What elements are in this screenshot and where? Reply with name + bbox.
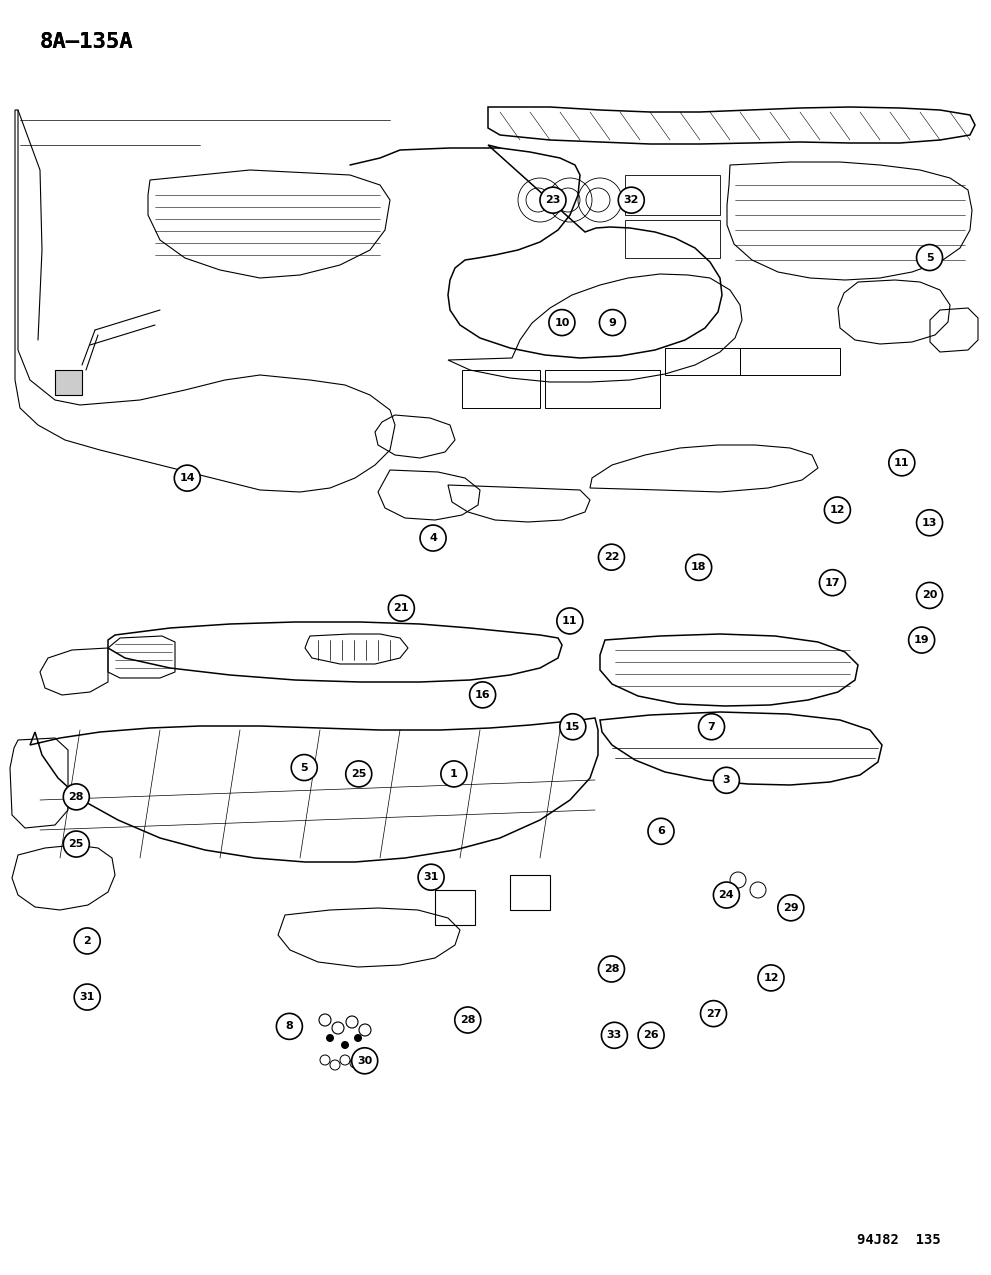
Circle shape bbox=[638, 1023, 664, 1048]
Circle shape bbox=[557, 608, 583, 634]
Text: 28: 28 bbox=[68, 792, 84, 802]
Circle shape bbox=[354, 1034, 362, 1042]
Text: 94J82  135: 94J82 135 bbox=[857, 1233, 941, 1247]
Circle shape bbox=[74, 928, 100, 954]
Text: 11: 11 bbox=[894, 458, 910, 468]
Circle shape bbox=[602, 1023, 627, 1048]
Circle shape bbox=[825, 497, 850, 523]
Circle shape bbox=[174, 465, 200, 491]
Text: 2: 2 bbox=[83, 936, 91, 946]
Text: 7: 7 bbox=[708, 722, 716, 732]
Text: 32: 32 bbox=[623, 195, 639, 205]
Text: 18: 18 bbox=[691, 562, 707, 572]
Text: 25: 25 bbox=[351, 769, 367, 779]
Text: 30: 30 bbox=[357, 1056, 373, 1066]
Text: 20: 20 bbox=[922, 590, 937, 601]
Circle shape bbox=[909, 627, 935, 653]
Text: 15: 15 bbox=[565, 722, 581, 732]
Circle shape bbox=[648, 819, 674, 844]
Circle shape bbox=[917, 583, 942, 608]
Text: 29: 29 bbox=[783, 903, 799, 913]
Circle shape bbox=[63, 784, 89, 810]
Text: 8: 8 bbox=[285, 1021, 293, 1031]
Text: 21: 21 bbox=[393, 603, 409, 613]
Circle shape bbox=[63, 831, 89, 857]
Text: 9: 9 bbox=[608, 317, 616, 328]
Circle shape bbox=[778, 895, 804, 921]
Circle shape bbox=[455, 1007, 481, 1033]
Circle shape bbox=[441, 761, 467, 787]
Circle shape bbox=[388, 595, 414, 621]
Circle shape bbox=[560, 714, 586, 740]
Text: 3: 3 bbox=[722, 775, 730, 785]
Circle shape bbox=[714, 768, 739, 793]
Circle shape bbox=[352, 1048, 378, 1074]
Circle shape bbox=[291, 755, 317, 780]
Circle shape bbox=[549, 310, 575, 335]
Text: 28: 28 bbox=[460, 1015, 476, 1025]
Text: 1: 1 bbox=[450, 769, 458, 779]
Circle shape bbox=[599, 544, 624, 570]
Circle shape bbox=[686, 555, 712, 580]
Text: 16: 16 bbox=[475, 690, 491, 700]
Text: 8A–135A: 8A–135A bbox=[40, 32, 133, 52]
Text: 19: 19 bbox=[914, 635, 930, 645]
Circle shape bbox=[758, 965, 784, 991]
Text: 25: 25 bbox=[68, 839, 84, 849]
Circle shape bbox=[470, 682, 496, 708]
Text: 12: 12 bbox=[763, 973, 779, 983]
Text: 6: 6 bbox=[657, 826, 665, 836]
Circle shape bbox=[600, 310, 625, 335]
Text: 31: 31 bbox=[423, 872, 439, 882]
Text: 23: 23 bbox=[545, 195, 561, 205]
Circle shape bbox=[420, 525, 446, 551]
Text: 22: 22 bbox=[604, 552, 619, 562]
Text: 4: 4 bbox=[429, 533, 437, 543]
Text: 10: 10 bbox=[554, 317, 570, 328]
Circle shape bbox=[326, 1034, 334, 1042]
Text: 24: 24 bbox=[718, 890, 734, 900]
Circle shape bbox=[701, 1001, 726, 1026]
Text: 12: 12 bbox=[829, 505, 845, 515]
Circle shape bbox=[74, 984, 100, 1010]
Text: 28: 28 bbox=[604, 964, 619, 974]
Circle shape bbox=[276, 1014, 302, 1039]
Text: 13: 13 bbox=[922, 518, 937, 528]
Text: 8A–135A: 8A–135A bbox=[40, 32, 133, 52]
Text: 5: 5 bbox=[300, 762, 308, 773]
Circle shape bbox=[889, 450, 915, 476]
Circle shape bbox=[699, 714, 724, 740]
Text: 33: 33 bbox=[606, 1030, 622, 1040]
Text: 5: 5 bbox=[926, 252, 934, 263]
Polygon shape bbox=[55, 370, 82, 395]
Text: 11: 11 bbox=[562, 616, 578, 626]
Text: 26: 26 bbox=[643, 1030, 659, 1040]
Circle shape bbox=[917, 245, 942, 270]
Circle shape bbox=[820, 570, 845, 595]
Circle shape bbox=[540, 187, 566, 213]
Circle shape bbox=[346, 761, 372, 787]
Text: 14: 14 bbox=[179, 473, 195, 483]
Circle shape bbox=[618, 187, 644, 213]
Circle shape bbox=[714, 882, 739, 908]
Text: 17: 17 bbox=[825, 578, 840, 588]
Circle shape bbox=[418, 864, 444, 890]
Circle shape bbox=[917, 510, 942, 536]
Circle shape bbox=[341, 1040, 349, 1049]
Text: 27: 27 bbox=[706, 1009, 721, 1019]
Circle shape bbox=[599, 956, 624, 982]
Text: 31: 31 bbox=[79, 992, 95, 1002]
